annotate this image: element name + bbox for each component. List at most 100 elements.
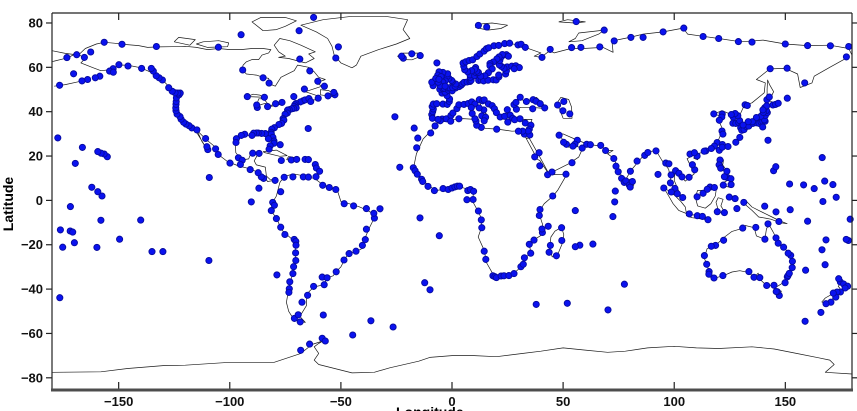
data-point (568, 44, 576, 52)
data-point (536, 205, 544, 214)
data-point (340, 256, 348, 264)
data-point (433, 59, 441, 67)
y-tick-label: 40 (29, 104, 43, 119)
axis-ticks (46, 13, 857, 389)
data-point (727, 111, 735, 119)
data-point (538, 53, 546, 61)
data-point (480, 247, 488, 255)
data-point (73, 51, 81, 59)
data-point (70, 239, 78, 247)
data-point (784, 249, 792, 257)
data-point (600, 26, 608, 34)
data-point (652, 147, 660, 155)
data-point (295, 27, 303, 35)
data-point (520, 254, 528, 262)
data-point (772, 234, 780, 242)
data-point (243, 93, 251, 101)
data-point (826, 42, 834, 50)
data-point (715, 116, 723, 124)
data-point (292, 256, 300, 265)
data-point (255, 149, 263, 157)
data-point (718, 143, 726, 151)
data-point (323, 274, 331, 282)
data-point (109, 68, 117, 76)
data-point (519, 260, 527, 268)
data-point (504, 52, 512, 60)
data-point (159, 248, 167, 256)
data-point (733, 205, 741, 213)
data-point (289, 270, 297, 278)
data-point (510, 65, 518, 73)
data-point (314, 94, 322, 102)
data-point (480, 117, 488, 125)
data-point (822, 300, 830, 308)
data-point (271, 176, 279, 184)
data-point (391, 113, 399, 121)
data-point (321, 337, 329, 345)
data-point (428, 114, 436, 122)
data-point (477, 216, 485, 224)
data-point (781, 279, 789, 287)
data-point (118, 40, 126, 48)
data-point (530, 236, 538, 244)
data-point (516, 115, 524, 123)
data-point (226, 159, 234, 167)
data-point (821, 177, 829, 185)
data-point (544, 222, 552, 230)
y-tick-label: 20 (29, 149, 43, 164)
data-point (421, 279, 429, 287)
data-point (147, 64, 155, 72)
data-point (273, 271, 281, 279)
data-point (290, 263, 298, 271)
data-point (361, 236, 369, 244)
data-point (688, 161, 696, 169)
data-point (358, 241, 366, 249)
y-tick-label: −80 (21, 370, 43, 385)
data-point (272, 215, 280, 223)
data-point (97, 216, 105, 224)
data-point (659, 28, 667, 36)
data-point (734, 38, 742, 46)
data-point (710, 110, 718, 118)
data-point (700, 147, 708, 155)
data-point (720, 209, 728, 217)
data-point (286, 278, 294, 286)
data-point (116, 235, 124, 243)
data-point (764, 136, 772, 144)
data-point (744, 118, 752, 126)
data-point (772, 163, 780, 171)
data-point (285, 288, 293, 296)
data-point (370, 209, 378, 217)
data-point (804, 42, 812, 50)
data-point (280, 173, 288, 181)
data-point (761, 202, 769, 210)
data-point (389, 323, 397, 331)
data-point (558, 236, 566, 245)
data-point (800, 181, 808, 189)
data-point (558, 224, 566, 232)
data-point (267, 207, 275, 215)
data-point (270, 201, 278, 209)
data-point (332, 268, 340, 276)
data-point (478, 224, 486, 232)
data-point (786, 206, 794, 214)
data-point (804, 217, 812, 225)
data-point (775, 217, 783, 226)
x-tick-label: −150 (104, 394, 133, 409)
data-point (527, 249, 535, 257)
data-point (124, 62, 132, 70)
data-point (770, 281, 778, 289)
data-point (493, 125, 501, 133)
data-point (416, 52, 424, 60)
data-point (483, 23, 491, 31)
data-point (660, 184, 668, 192)
data-point (536, 100, 544, 108)
data-point (801, 79, 809, 87)
data-point (720, 236, 728, 244)
data-point (205, 256, 213, 265)
data-point (232, 138, 240, 147)
data-point (739, 121, 747, 129)
x-axis-label: Longitude (396, 404, 464, 411)
data-point (644, 148, 652, 157)
data-point (693, 193, 701, 201)
